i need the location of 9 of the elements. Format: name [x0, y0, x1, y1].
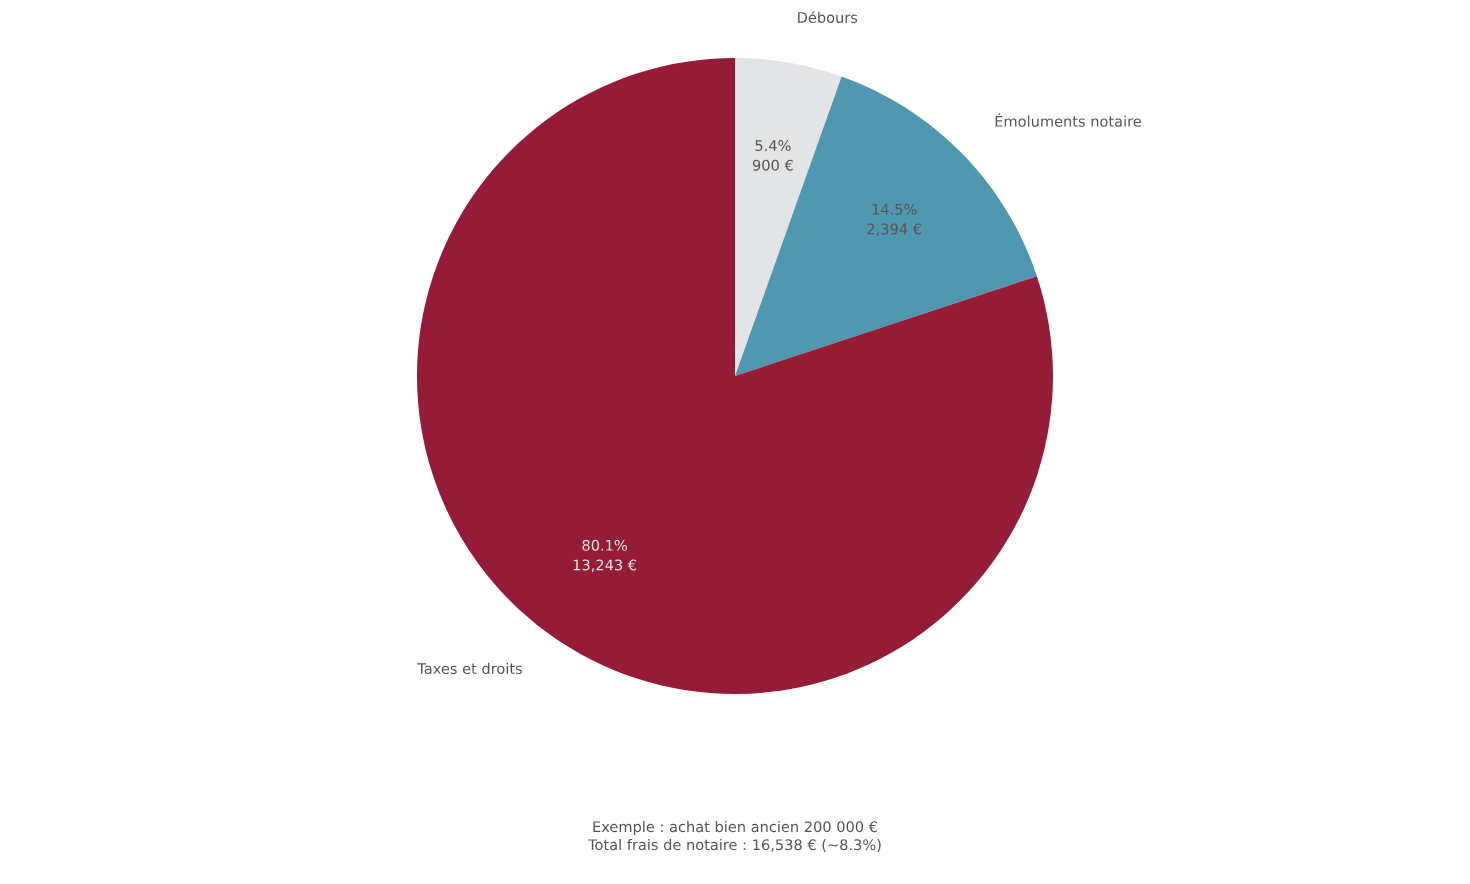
slice-label: Débours [798, 11, 858, 23]
slice-label: Taxes et droits [417, 662, 522, 675]
pie-slice [735, 58, 842, 376]
data-label: 5.4% 900 € [752, 140, 793, 171]
data-label: 14.5% 2,394 € [867, 203, 922, 236]
text: Exemple : achat bien ancien 200 000 € [593, 820, 878, 836]
slice-label: Émoluments notaire [995, 113, 1141, 127]
text: Total frais de notaire : 16,538 € (~8.3%) [588, 838, 881, 852]
data-label: 80.1% 13,243 € [573, 539, 637, 572]
